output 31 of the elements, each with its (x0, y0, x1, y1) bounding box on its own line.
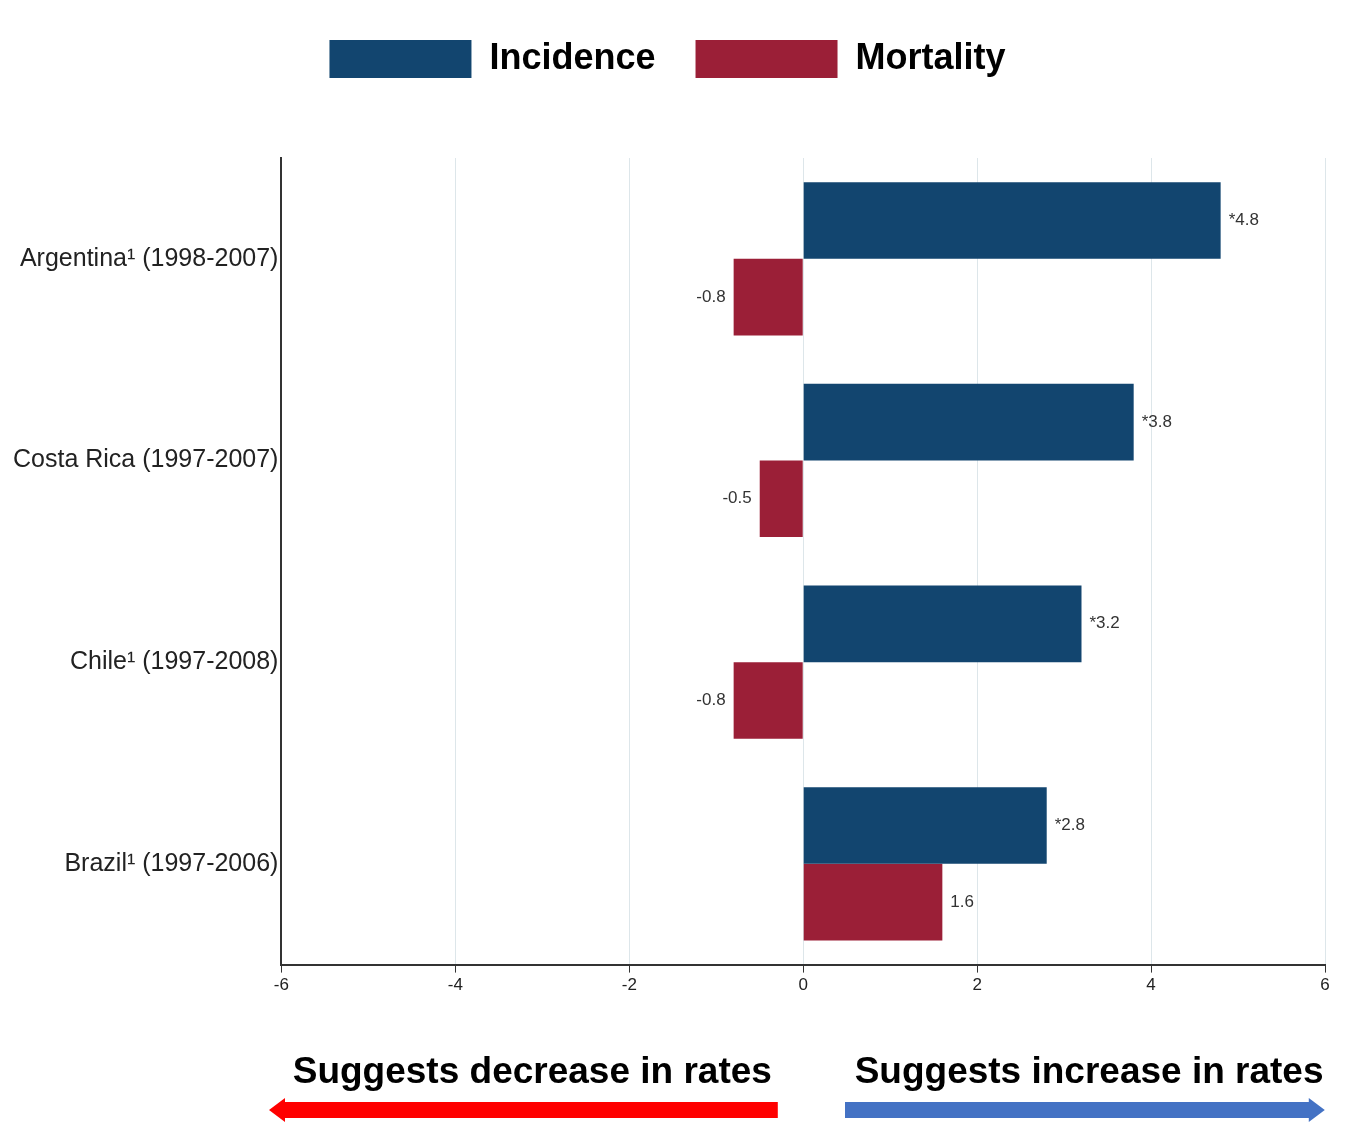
y-tick-label: Chile¹ (1997-2008) (69, 646, 279, 675)
bar (803, 182, 1221, 259)
data-label: -0.8 (696, 690, 726, 710)
x-tick-label: 0 (798, 975, 808, 995)
x-tick-label: -6 (273, 975, 289, 995)
bar (803, 383, 1134, 461)
bar (803, 585, 1082, 663)
data-label: -0.5 (722, 488, 752, 508)
data-label: *3.2 (1089, 613, 1120, 633)
data-label: 1.6 (950, 891, 974, 911)
bar (803, 863, 943, 941)
data-label: *3.8 (1141, 411, 1172, 431)
x-tick-label: 4 (1146, 975, 1156, 995)
legend-label: Mortality (855, 35, 1006, 77)
x-tick-label: 6 (1320, 975, 1330, 995)
y-tick-label: Costa Rica (1997-2007) (13, 444, 279, 473)
bar (733, 258, 803, 336)
x-tick-label: 2 (972, 975, 982, 995)
bar (759, 460, 803, 538)
x-tick-label: -4 (447, 975, 463, 995)
bar (733, 662, 803, 739)
y-tick-label: Argentina¹ (1998-2007) (19, 242, 279, 271)
text: Suggests increase in rates (854, 1050, 1324, 1092)
legend-label: Incidence (489, 35, 656, 77)
data-label: *4.8 (1228, 210, 1259, 230)
data-label: *2.8 (1054, 815, 1085, 835)
y-tick-label: Brazil¹ (1997-2006) (64, 847, 279, 876)
text: Suggests decrease in rates (292, 1050, 772, 1092)
x-tick-label: -2 (621, 975, 637, 995)
bar (803, 787, 1047, 864)
data-label: -0.8 (696, 286, 726, 306)
